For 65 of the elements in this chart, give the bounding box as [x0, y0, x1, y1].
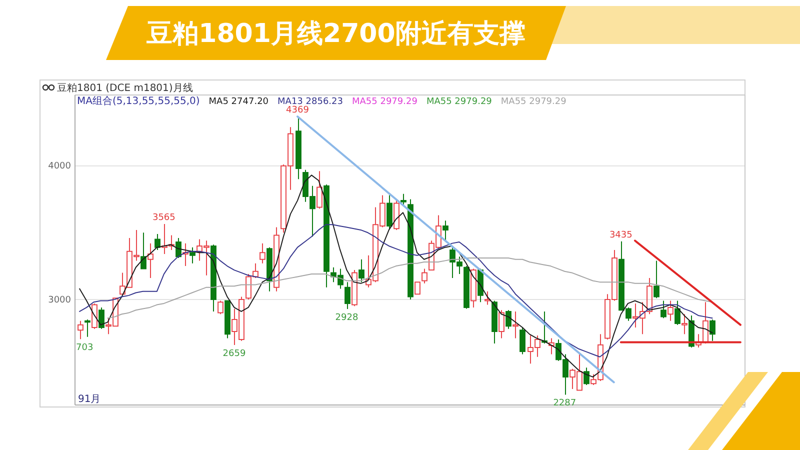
- candlestick: [218, 300, 224, 315]
- candlestick: [668, 300, 674, 322]
- candlestick: [84, 318, 90, 338]
- candlestick: [344, 282, 350, 310]
- candlestick: [78, 320, 84, 340]
- candlestick: [190, 246, 196, 264]
- legend-label: MA55 2979.29: [426, 97, 492, 107]
- candlestick: [422, 268, 428, 284]
- text: MA5 2747.20: [208, 97, 269, 107]
- candlestick: [324, 184, 330, 288]
- candlestick: [442, 220, 448, 242]
- candlestick: [414, 282, 420, 295]
- candlestick: [400, 193, 406, 206]
- legend-label: MA55 2979.29: [352, 97, 418, 107]
- candlestick: [260, 242, 266, 264]
- candlestick: [352, 270, 358, 307]
- candlestick: [674, 300, 680, 326]
- candlestick: [660, 300, 666, 319]
- candlestick: [542, 310, 548, 344]
- candlestick: [182, 242, 188, 267]
- candlestick: [584, 367, 590, 386]
- candlestick: [154, 233, 160, 250]
- candlestick: [140, 232, 146, 270]
- candlestick: [492, 300, 498, 344]
- candlestick: [654, 260, 660, 299]
- candlestick: [296, 116, 302, 180]
- candlestick: [316, 170, 322, 210]
- candlestick: [274, 226, 280, 292]
- candlestick: [92, 302, 98, 330]
- candlestick: [148, 242, 154, 279]
- annotation: 2287: [553, 398, 576, 409]
- candlestick: [682, 314, 688, 335]
- legend-title: MA组合(5,13,55,55,55,0): [77, 95, 200, 107]
- candlestick: [98, 306, 104, 330]
- annotation: 91月: [78, 394, 101, 405]
- candlestick: [464, 266, 470, 310]
- y-tick-label: 4000: [48, 162, 72, 172]
- candlestick: [702, 302, 708, 344]
- annotation: 2928: [335, 313, 358, 324]
- candlestick: [358, 258, 364, 283]
- candlestick: [484, 290, 490, 306]
- chart-title: 豆粕1801月线2700附近有支撑: [146, 19, 526, 49]
- candlestick: [520, 327, 526, 355]
- candlestick: [710, 318, 716, 342]
- annotation: 3565: [152, 212, 176, 223]
- candlestick: [266, 246, 272, 292]
- candlestick: [498, 310, 504, 339]
- candlestick: [470, 268, 476, 308]
- text: MA55 2979.29: [500, 97, 567, 107]
- candlestick: [696, 334, 702, 348]
- candlestick: [224, 300, 230, 339]
- annotation: 3435: [609, 230, 632, 240]
- annotation: 4369: [286, 106, 310, 116]
- candlestick: [394, 200, 400, 230]
- candlestick: [512, 310, 518, 339]
- candlestick: [386, 194, 392, 230]
- chart-subtitle: 豆粕1801 (DCE m1801)月线: [57, 82, 193, 94]
- line-series: [107, 258, 713, 319]
- annotation: 2659: [222, 349, 246, 360]
- candlestick: [548, 338, 554, 355]
- y-tick-label: 3000: [48, 295, 72, 306]
- candlestick: [506, 310, 512, 330]
- candlestick: [210, 244, 216, 312]
- text: MA13 2856.23: [278, 97, 343, 107]
- annotation: 703: [76, 343, 94, 354]
